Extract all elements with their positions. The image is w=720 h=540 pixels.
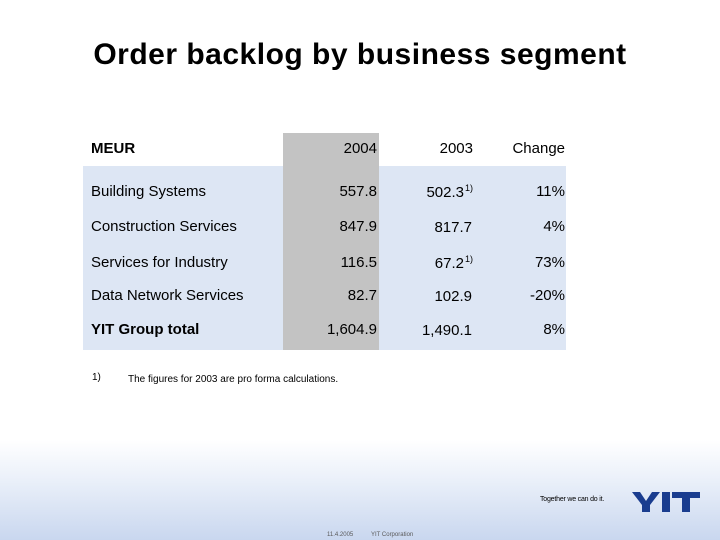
row-value-2004: 557.8 xyxy=(339,183,377,200)
header-2003: 2003 xyxy=(439,140,473,157)
row-value-2004: 82.7 xyxy=(347,287,377,304)
row-value-2003: 67.21) xyxy=(379,254,473,272)
row-label: Data Network Services xyxy=(91,287,244,304)
order-backlog-table: MEUR 2004 2003 Change Building Systems 5… xyxy=(83,133,566,350)
row-value-change: 73% xyxy=(534,254,565,271)
yit-logo xyxy=(632,492,700,512)
value-2003-text: 817.7 xyxy=(434,219,472,236)
total-row-label: YIT Group total xyxy=(91,321,200,338)
slide-title: Order backlog by business segment xyxy=(93,38,627,71)
total-value-2004: 1,604.9 xyxy=(326,321,377,338)
row-value-2003: 502.31) xyxy=(379,183,473,201)
header-meur: MEUR xyxy=(91,140,136,157)
yit-logo-mark xyxy=(632,492,700,512)
slogan: Together we can do it. xyxy=(540,496,605,503)
footer-gradient-band xyxy=(0,440,720,540)
row-label: Construction Services xyxy=(91,218,237,235)
row-value-2004: 847.9 xyxy=(339,218,377,235)
highlight-column-2004 xyxy=(283,133,379,350)
header-2004: 2004 xyxy=(343,140,377,157)
value-2003-text: 502.3 xyxy=(426,184,464,201)
row-value-change: 11% xyxy=(536,183,565,200)
highlight-column-2004-header xyxy=(283,133,379,166)
footnote-marker: 1) xyxy=(92,372,101,383)
total-value-change: 8% xyxy=(543,321,565,338)
row-label: Building Systems xyxy=(91,183,207,200)
row-value-2003: 817.7 xyxy=(379,218,473,236)
footer-date: 11.4.2005 xyxy=(327,532,354,538)
row-value-change: 4% xyxy=(543,218,565,235)
value-2003-text: 102.9 xyxy=(434,288,472,305)
row-value-2003: 102.9 xyxy=(379,287,473,305)
value-2003-text: 1,490.1 xyxy=(421,322,472,339)
footnote-text: The figures for 2003 are pro forma calcu… xyxy=(128,374,339,385)
row-value-2004: 116.5 xyxy=(340,254,377,271)
value-2003-text: 67.2 xyxy=(434,255,464,272)
header-change: Change xyxy=(512,140,565,157)
footnote-ref: 1) xyxy=(464,183,473,193)
total-value-2003: 1,490.1 xyxy=(379,321,473,339)
row-label: Services for Industry xyxy=(91,254,228,271)
row-value-change: -20% xyxy=(529,287,565,304)
footer-corporation: YIT Corporation xyxy=(371,532,414,538)
footnote-ref: 1) xyxy=(464,254,473,264)
